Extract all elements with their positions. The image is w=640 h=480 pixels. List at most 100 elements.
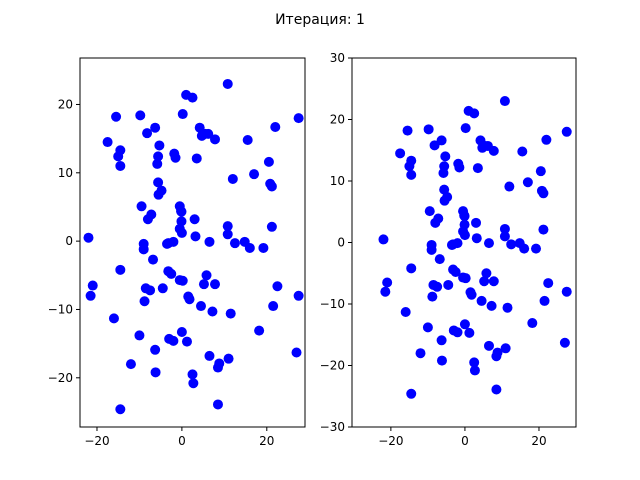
y-tick-label: 10 [330, 174, 345, 188]
scatter-point [222, 221, 233, 232]
scatter-point [499, 223, 510, 234]
scatter-point [499, 231, 510, 242]
scatter-point [152, 158, 163, 169]
scatter-point [244, 242, 255, 253]
scatter-point [146, 209, 157, 220]
scatter-point [222, 229, 233, 240]
scatter-point [479, 276, 490, 287]
scatter-point [190, 231, 201, 242]
scatter-point [432, 281, 443, 292]
scatter-point [561, 286, 572, 297]
scatter-point [207, 306, 218, 317]
scatter-point [559, 337, 570, 348]
scatter-point [170, 152, 181, 163]
y-tick-label: 30 [330, 51, 345, 65]
scatter-point [472, 163, 483, 174]
scatter-point [210, 134, 220, 145]
scatter-point [227, 173, 238, 184]
scatter-point [203, 128, 214, 139]
scatter-point [450, 267, 461, 278]
scatter-point [486, 300, 497, 311]
scatter-point [433, 213, 444, 224]
scatter-point [481, 268, 492, 279]
scatter-point [293, 113, 304, 124]
scatter-point [177, 275, 188, 286]
scatter-point [266, 221, 277, 232]
scatter-point [142, 128, 153, 139]
axes-frame [79, 57, 306, 428]
scatter-point [291, 347, 302, 358]
scatter-point [168, 335, 179, 346]
right-scatter-axes: −20 0 20 −30 −20 −10 0 10 20 30 [320, 51, 577, 448]
scatter-point [443, 279, 454, 290]
scatter-point [538, 224, 549, 235]
scatter-point [223, 353, 234, 364]
y-tick-label: −10 [320, 297, 345, 311]
scatter-point [522, 177, 533, 188]
scatter-point [184, 294, 195, 305]
scatter-point [176, 216, 187, 227]
scatter-point [266, 181, 277, 192]
y-tick-label: 0 [65, 234, 73, 248]
scatter-point [442, 191, 453, 202]
scatter-point [436, 335, 447, 346]
scatter-point [189, 214, 200, 225]
scatter-point [378, 234, 389, 245]
scatter-point [258, 242, 269, 253]
scatter-point [538, 188, 549, 199]
scatter-point [395, 148, 406, 159]
x-tick-label: −20 [378, 434, 403, 448]
left-scatter-axes: −20 0 20 −20 −10 0 10 20 [48, 57, 306, 448]
scatter-point [491, 384, 502, 395]
x-tick-label: 0 [461, 434, 469, 448]
scatter-point [222, 78, 233, 89]
scatter-point [157, 283, 168, 294]
scatter-point [268, 301, 279, 312]
scatter-point [469, 108, 480, 119]
scatter-point [459, 219, 470, 230]
scatter-point [201, 270, 212, 281]
scatter-point [108, 313, 119, 324]
scatter-point [134, 330, 145, 341]
scatter-point [187, 369, 198, 380]
y-tick-label: 20 [58, 97, 73, 111]
scatter-point [499, 96, 510, 107]
scatter-point [212, 399, 223, 410]
scatter-point [471, 233, 482, 244]
scatter-point [181, 336, 192, 347]
scatter-point [153, 151, 164, 162]
scatter-point [406, 263, 417, 274]
scatter-point [506, 239, 517, 250]
scatter-point [460, 123, 471, 134]
scatter-point [136, 201, 147, 212]
x-tick-label: 0 [178, 434, 186, 448]
scatter-point [188, 378, 199, 389]
scatter-point [424, 206, 435, 217]
scatter-point [204, 236, 215, 247]
figure-title: Итерация: 1 [275, 12, 365, 28]
scatter-point [198, 279, 209, 290]
scatter-point [187, 92, 198, 103]
scatter-point [135, 110, 146, 121]
scatter-point [504, 181, 515, 192]
scatter-point [527, 318, 538, 329]
scatter-point [488, 276, 499, 287]
scatter-point [204, 350, 215, 361]
scatter-point [535, 166, 546, 177]
scatter-point [214, 358, 225, 369]
scatter-point [156, 185, 167, 196]
scatter-point [166, 268, 177, 279]
scatter-point [242, 135, 253, 145]
scatter-point [440, 151, 451, 162]
scatter-point [380, 286, 391, 297]
scatter-point [150, 367, 161, 378]
scatter-point [191, 153, 202, 164]
y-tick-label: 20 [330, 113, 345, 127]
scatter-point [87, 280, 98, 291]
y-tick-label: 10 [58, 166, 73, 180]
scatter-point [439, 161, 450, 172]
scatter-point [406, 155, 417, 166]
scatter-point [254, 325, 265, 336]
scatter-point [427, 291, 438, 302]
